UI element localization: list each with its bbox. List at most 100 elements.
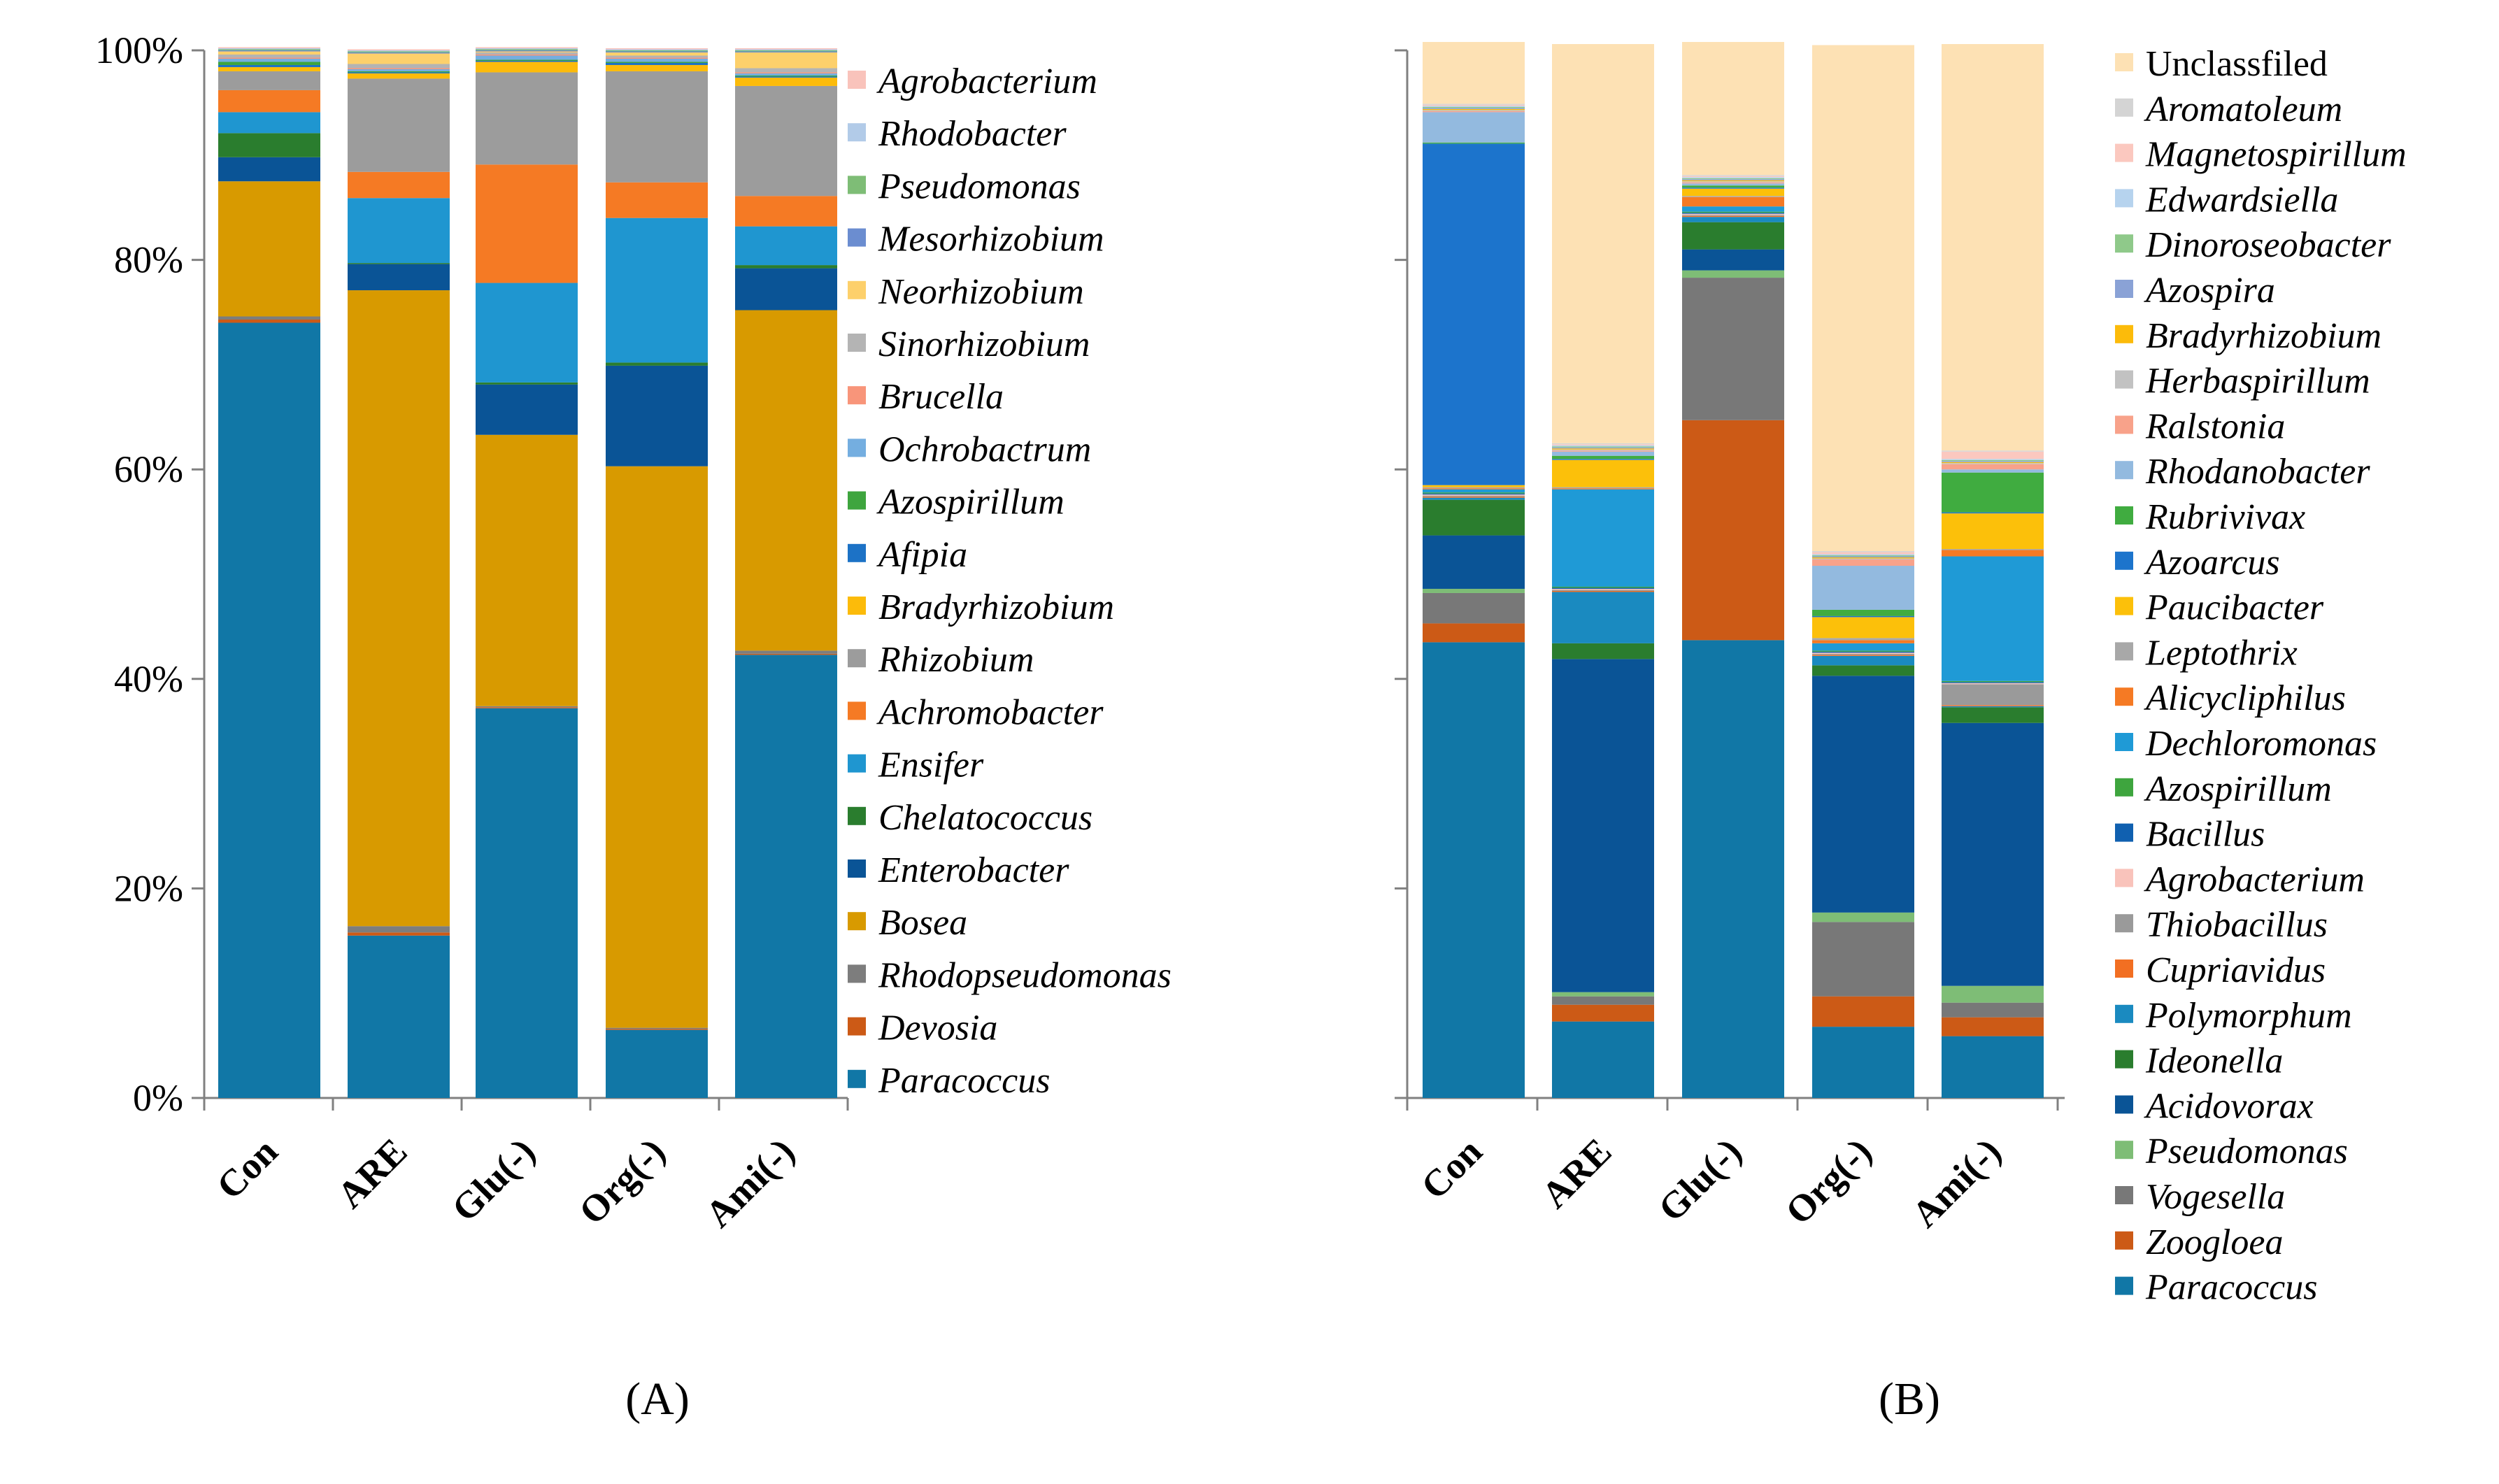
legend-swatch-rubrivivax [2115,506,2133,525]
legend-label-ochrobactrum: Ochrobactrum [878,429,1091,469]
bar-segment-con-rhizobium [218,71,320,90]
legend-label-vogesella: Vogesella [2146,1177,2285,1217]
bar-segment-con-dechloromonas [1423,489,1525,493]
bar-segment-org-brucella [606,57,708,59]
bar-segment-glu-azoarcus [1682,187,1784,189]
x-category-label: Ami(-) [697,1130,803,1236]
bar-segment-ami-rubrivivax [1942,472,2044,513]
bar-segment-con-alicycliphilus [1423,488,1525,490]
legend-swatch-brucella [848,386,866,405]
bar-segment-are-paracoccus [348,935,450,1098]
bar-segment-ami-brucella [735,72,837,73]
bar-segment-ami-bradyrhizobium [735,77,837,86]
bar-segment-con-mesorhizobium [218,50,320,52]
bar-segment-con-paracoccus [1423,642,1525,1098]
bar-segment-glu-achromobacter [476,164,578,283]
bar-segment-org-magnetospirillum [1812,552,1914,555]
bar-segment-glu-rhodanobacter [1682,183,1784,186]
legend-label-azospira: Azospira [2144,271,2275,311]
legend-label-thiobacillus: Thiobacillus [2146,905,2328,945]
legend-label-chelatococcus: Chelatococcus [878,798,1092,838]
bar-segment-ami-enterobacter [735,268,837,311]
bar-segment-org-sinorhizobium [606,55,708,58]
legend-label-bosea: Bosea [878,903,967,943]
bar-segment-glu-bradyrhizobium [1682,180,1784,182]
bar-segment-are-brucella [348,68,450,69]
bar-segment-con-achromobacter [218,90,320,113]
legend-label-pseudomonas: Pseudomonas [878,166,1081,206]
bar-segment-org-paracoccus [606,1029,708,1098]
legend-label-bradyrhizobium: Bradyrhizobium [2146,316,2381,356]
bar-segment-org-paucibacter [1812,617,1914,638]
legend-label-agrobacterium: Agrobacterium [876,62,1097,101]
bar-segment-ami-azospira [1942,461,2044,462]
legend-swatch-bacillus [2115,823,2133,842]
legend-swatch-leptothrix [2115,642,2133,661]
legend-swatch-acidovorax [2115,1095,2133,1114]
bar-segment-are-sinorhizobium [348,64,450,69]
bar-segment-ami-ideonella [1942,707,2044,723]
bar-segment-ami-vogesella [1942,1002,2044,1018]
bar-segment-are-zoogloea [1552,1004,1654,1022]
bar-segment-glu-agrobacterium [1682,213,1784,215]
bar-segment-con-polymorphum [1423,497,1525,500]
bar-segment-org-thiobacillus [1812,653,1914,655]
bar-segment-are-pseudomonas [1552,992,1654,997]
x-category-label: ARE [329,1130,415,1216]
bar-segment-glu-paracoccus [476,708,578,1098]
bar-segment-ami-bradyrhizobium [1942,462,2044,464]
bar-segment-glu-devosia [476,707,578,708]
bar-segment-ami-chelatococcus [735,265,837,269]
legend-swatch-rhodanobacter [2115,461,2133,480]
bar-segment-org-paracoccus [1812,1027,1914,1098]
bar-segment-con-devosia [218,319,320,323]
x-category-label: Con [1413,1130,1490,1207]
legend-swatch-magnetospirillum [2115,143,2133,162]
bar-segment-ami-thiobacillus [1942,684,2044,706]
bar-segment-are-aromatoleum [1552,443,1654,445]
bar-segment-con-bradyrhizobium [1423,108,1525,110]
bar-segment-org-bosea [606,466,708,1028]
bar-segment-are-mesorhizobium [348,52,450,54]
legend-swatch-ideonella [2115,1050,2133,1069]
bar-segment-ami-rhodanobacter [1942,469,2044,473]
bar-segment-are-cupriavidus [1552,590,1654,592]
legend-swatch-ochrobactrum [848,438,866,457]
bar-segment-org-alicycliphilus [1812,640,1914,643]
bar-segment-glu-neorhizobium [476,51,578,52]
bar-segment-org-pseudomonas [606,50,708,52]
bar-segment-org-enterobacter [606,365,708,466]
bar-segment-are-magnetospirillum [1552,444,1654,445]
legend-swatch-polymorphum [2115,1004,2133,1023]
legend-label-ideonella: Ideonella [2145,1041,2283,1081]
legend-swatch-zoogloea [2115,1231,2133,1250]
bar-segment-org-polymorphum [1812,655,1914,666]
bar-segment-glu-ochrobactrum [476,55,578,60]
bar-segment-are-paucibacter [1552,459,1654,487]
legend-label-dinoroseobacter: Dinoroseobacter [2145,225,2391,265]
bar-segment-are-bacillus [1552,587,1654,589]
bar-segment-con-brucella [218,57,320,59]
bar-segment-org-leptothrix [1812,638,1914,641]
bar-segment-ami-bosea [735,310,837,651]
legend-label-agrobacterium: Agrobacterium [2144,859,2365,899]
bar-segment-are-dechloromonas [1552,489,1654,587]
legend-label-rubrivivax: Rubrivivax [2145,497,2305,537]
bar-segment-glu-dinoroseobacter [1682,178,1784,180]
bar-segment-are-pseudomonas [348,51,450,52]
y-tick-label: 80% [114,239,183,281]
legend-label-unclassfiled: Unclassfiled [2146,44,2328,84]
bar-segment-are-rubrivivax [1552,455,1654,459]
bar-segment-con-agrobacterium [1423,494,1525,496]
legend-label-edwardsiella: Edwardsiella [2145,180,2338,220]
bar-segment-ami-polymorphum [1942,706,2044,708]
legend-swatch-edwardsiella [2115,189,2133,208]
legend-swatch-paracoccus [2115,1276,2133,1295]
bar-segment-org-bradyrhizobium [606,64,708,71]
bar-segment-glu-dechloromonas [1682,206,1784,212]
bar-segment-are-agrobacterium [1552,588,1654,590]
bar-segment-are-alicycliphilus [1552,488,1654,490]
bar-segment-ami-agrobacterium [735,48,837,50]
legend-label-achromobacter: Achromobacter [876,692,1104,732]
y-tick-label: 40% [114,658,183,700]
